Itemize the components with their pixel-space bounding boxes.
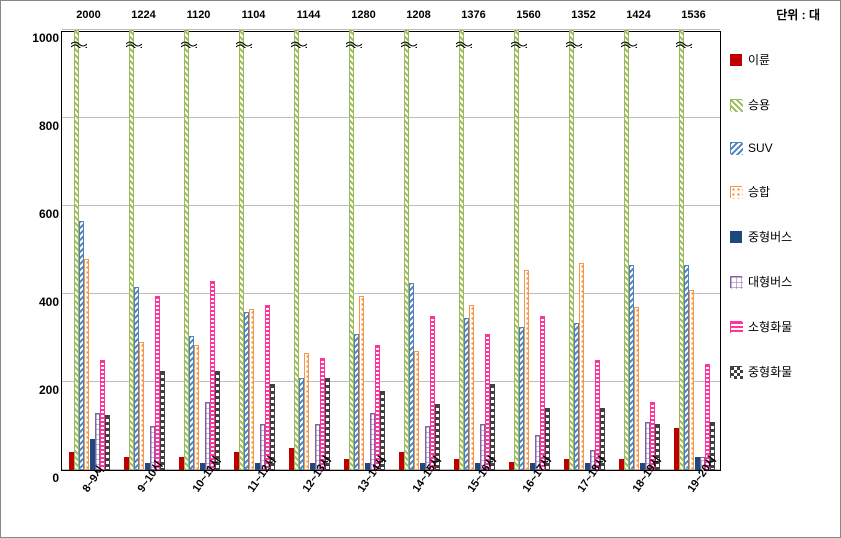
legend-label: 승합 xyxy=(748,183,770,200)
legend-item: 대형버스 xyxy=(730,273,830,290)
plot-area xyxy=(61,31,721,471)
bar-top-label: 1376 xyxy=(446,9,501,21)
gridline xyxy=(62,205,720,206)
gridline xyxy=(62,117,720,118)
axis-break-icon xyxy=(126,40,138,46)
legend-label: SUV xyxy=(748,141,773,155)
y-axis: 02004006008001000 xyxy=(21,31,59,471)
bar xyxy=(249,309,254,470)
axis-break-icon xyxy=(456,40,468,46)
legend-swatch xyxy=(730,142,742,154)
legend-label: 승용 xyxy=(748,96,770,113)
axis-break-icon xyxy=(291,40,303,46)
legend-swatch xyxy=(730,186,742,198)
bar xyxy=(105,415,110,470)
axis-break-icon xyxy=(71,40,83,46)
legend-label: 중형버스 xyxy=(748,228,792,245)
legend: 이륜승용 SUV 승합중형버스대형버스소형화물중형화물 xyxy=(730,51,830,408)
legend-swatch xyxy=(730,99,742,111)
bar xyxy=(689,290,694,470)
bar-top-label: 1560 xyxy=(501,9,556,21)
bar xyxy=(524,270,529,470)
bar-top-label: 2000 xyxy=(61,9,116,21)
bar-top-label: 1208 xyxy=(391,9,446,21)
bar-top-label: 1280 xyxy=(336,9,391,21)
bar-top-label: 1224 xyxy=(116,9,171,21)
bar xyxy=(160,371,165,470)
bar-top-label: 1120 xyxy=(171,9,226,21)
legend-item: 승합 xyxy=(730,183,830,200)
legend-swatch xyxy=(730,54,742,66)
legend-label: 대형버스 xyxy=(748,273,792,290)
legend-swatch xyxy=(730,276,742,288)
legend-item: 승용 xyxy=(730,96,830,113)
axis-break-icon xyxy=(346,40,358,46)
bar xyxy=(414,351,419,470)
x-axis: 8~9시9~10시10~11시11~12시12~13시13~14시14~15시1… xyxy=(61,476,721,531)
legend-label: 소형화물 xyxy=(748,318,792,335)
legend-swatch xyxy=(730,231,742,243)
legend-item: SUV xyxy=(730,141,830,155)
bar xyxy=(304,353,309,470)
bar-top-label: 1104 xyxy=(226,9,281,21)
bar-top-label: 1424 xyxy=(611,9,666,21)
legend-item: 중형버스 xyxy=(730,228,830,245)
legend-item: 중형화물 xyxy=(730,363,830,380)
legend-label: 이륜 xyxy=(748,51,770,68)
legend-item: 이륜 xyxy=(730,51,830,68)
axis-break-icon xyxy=(401,40,413,46)
axis-break-icon xyxy=(181,40,193,46)
unit-label: 단위 : 대 xyxy=(776,6,820,23)
legend-swatch xyxy=(730,366,742,378)
axis-break-icon xyxy=(236,40,248,46)
bar xyxy=(469,305,474,470)
bar xyxy=(359,296,364,470)
chart-container: 단위 : 대 02004006008001000 xyxy=(0,0,841,538)
gridline xyxy=(62,293,720,294)
axis-break-icon xyxy=(566,40,578,46)
bar xyxy=(215,371,220,470)
bar xyxy=(634,307,639,470)
axis-break-icon xyxy=(511,40,523,46)
axis-break-icon xyxy=(676,40,688,46)
bar-top-label: 1536 xyxy=(666,9,721,21)
bar xyxy=(579,263,584,470)
bar-top-label: 1144 xyxy=(281,9,336,21)
bar xyxy=(139,342,144,470)
bar-top-label: 1352 xyxy=(556,9,611,21)
legend-label: 중형화물 xyxy=(748,363,792,380)
legend-item: 소형화물 xyxy=(730,318,830,335)
gridline xyxy=(62,29,720,30)
axis-break-icon xyxy=(621,40,633,46)
legend-swatch xyxy=(730,321,742,333)
bar xyxy=(194,345,199,470)
